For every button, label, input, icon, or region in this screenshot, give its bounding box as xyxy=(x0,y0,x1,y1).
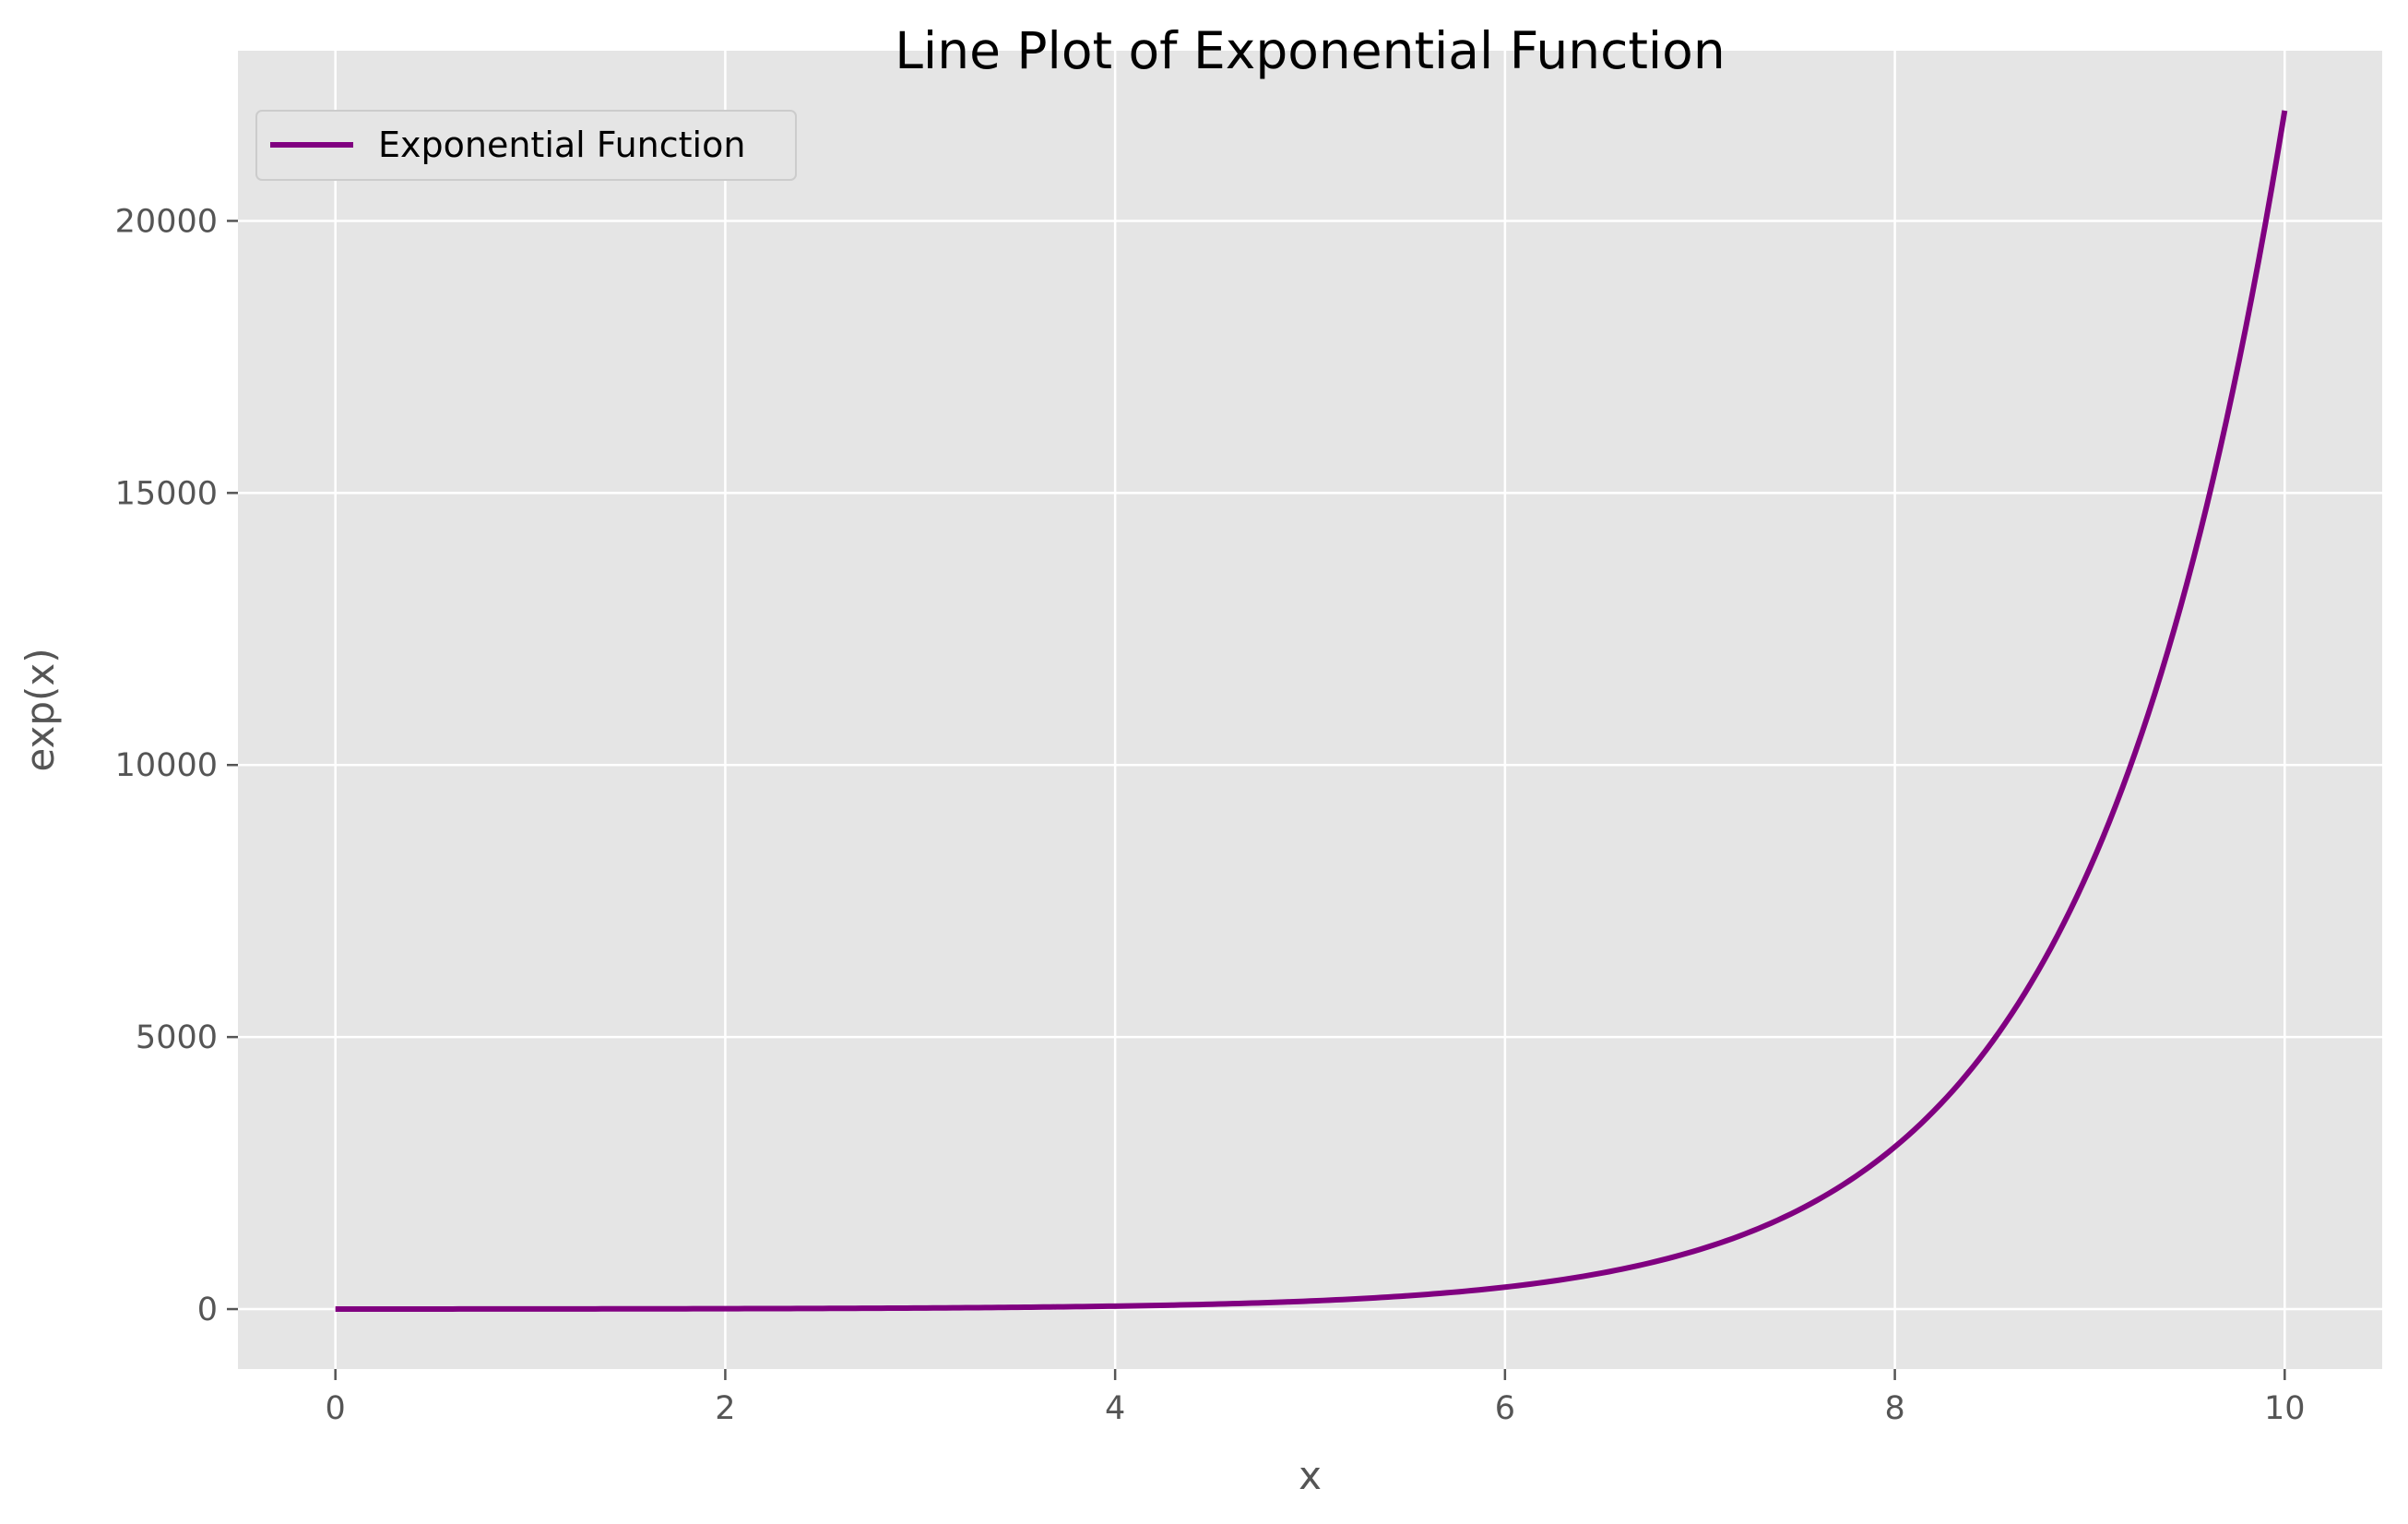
chart-title: Line Plot of Exponential Function xyxy=(895,21,1725,80)
y-tick-label: 5000 xyxy=(136,1019,218,1056)
x-tick-label: 4 xyxy=(1105,1390,1125,1427)
x-tick-label: 0 xyxy=(326,1390,346,1427)
legend: Exponential Function xyxy=(255,110,797,181)
x-tick-label: 8 xyxy=(1884,1390,1904,1427)
x-tick-label: 2 xyxy=(715,1390,735,1427)
y-tick-label: 20000 xyxy=(115,203,218,240)
legend-label-exponential-function: Exponential Function xyxy=(378,125,745,165)
y-tick-label: 0 xyxy=(197,1292,218,1328)
axis-ticks: 0 2 4 6 8 10 0 5000 10000 15000 20000 xyxy=(115,203,2306,1427)
series-line-exponential-function xyxy=(335,110,2288,1312)
x-tick-label: 10 xyxy=(2264,1390,2306,1427)
legend-box xyxy=(255,110,797,181)
y-axis-title: exp(x) xyxy=(18,648,63,771)
plot-area xyxy=(238,51,2382,1369)
x-axis-title: x xyxy=(1299,1453,1322,1498)
y-tick-label: 10000 xyxy=(115,747,218,784)
grid-lines xyxy=(238,51,2382,1369)
x-tick-label: 6 xyxy=(1495,1390,1515,1427)
series-layer xyxy=(335,110,2288,1312)
y-tick-label: 15000 xyxy=(115,475,218,512)
